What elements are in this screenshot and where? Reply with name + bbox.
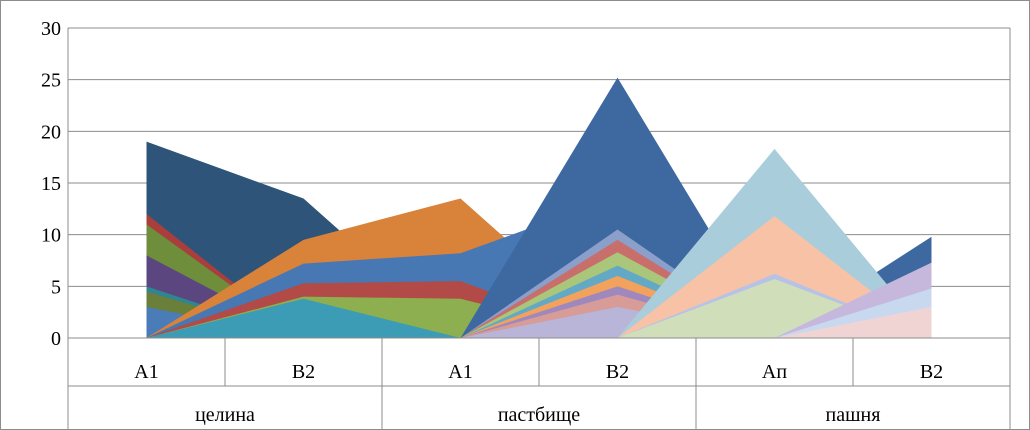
- x-category-label: A1: [448, 361, 472, 383]
- x-group-label: пашня: [826, 404, 881, 426]
- y-tick-label: 5: [51, 276, 61, 298]
- x-group-label: пастбище: [498, 404, 580, 426]
- x-group-label: целина: [195, 404, 255, 426]
- y-tick-label: 20: [41, 121, 61, 143]
- y-tick-labels: 0 5 10 15 20 25 30: [41, 18, 61, 350]
- y-tick-label: 15: [41, 173, 61, 195]
- y-tick-label: 30: [41, 18, 61, 40]
- x-category-label: Ап: [762, 361, 787, 383]
- x-category-label: B2: [292, 361, 315, 383]
- y-tick-label: 0: [51, 328, 61, 350]
- area-series-29: [146, 307, 932, 338]
- y-tick-label: 10: [41, 225, 61, 247]
- y-tick-label: 25: [41, 70, 61, 92]
- area-series-26: [146, 279, 932, 338]
- area-series: [146, 77, 932, 338]
- x-category-labels: A1 B2 A1 B2 Ап B2 целина пастбище пашня: [134, 361, 943, 426]
- x-category-label: B2: [606, 361, 629, 383]
- x-category-label: B2: [920, 361, 943, 383]
- area-series-13: [146, 298, 932, 338]
- axes: [67, 27, 1011, 430]
- x-category-label: A1: [134, 361, 158, 383]
